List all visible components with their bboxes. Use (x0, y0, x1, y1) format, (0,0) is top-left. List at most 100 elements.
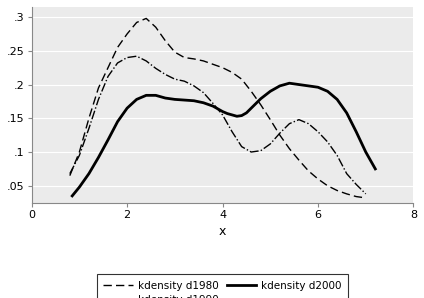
kdensity d1980 (248, 89, 254, 93)
kdensity d2000 (239, 114, 244, 117)
Line: kdensity d2000: kdensity d2000 (72, 83, 375, 196)
kdensity d1990 (344, 172, 349, 176)
kdensity d1990 (153, 66, 158, 70)
kdensity d1980 (325, 184, 330, 187)
kdensity d1990 (354, 183, 359, 186)
kdensity d1990 (296, 118, 301, 121)
kdensity d2000 (153, 94, 158, 97)
kdensity d1990 (115, 61, 120, 65)
kdensity d2000 (70, 194, 75, 198)
kdensity d2000 (96, 156, 101, 159)
kdensity d1980 (96, 86, 101, 90)
kdensity d2000 (268, 89, 273, 93)
kdensity d2000 (172, 98, 177, 101)
kdensity d1980 (182, 56, 187, 59)
kdensity d2000 (163, 96, 168, 100)
kdensity d2000 (191, 99, 196, 103)
kdensity d1980 (86, 117, 92, 120)
kdensity d1980 (115, 46, 120, 49)
kdensity d2000 (248, 106, 254, 110)
kdensity d1980 (67, 174, 73, 177)
kdensity d1980 (363, 196, 368, 200)
kdensity d2000 (315, 86, 321, 89)
kdensity d1980 (335, 189, 340, 192)
kdensity d1980 (239, 77, 244, 81)
kdensity d2000 (134, 98, 139, 101)
kdensity d1980 (163, 39, 168, 43)
kdensity d1990 (248, 150, 254, 154)
Line: kdensity d1980: kdensity d1980 (70, 18, 366, 198)
kdensity d2000 (106, 138, 111, 142)
kdensity d2000 (306, 84, 311, 88)
kdensity d1980 (210, 63, 215, 66)
kdensity d1980 (296, 158, 301, 162)
kdensity d2000 (354, 130, 359, 134)
kdensity d1980 (106, 66, 111, 69)
kdensity d1980 (315, 177, 321, 181)
kdensity d1990 (86, 127, 92, 130)
kdensity d1980 (125, 32, 130, 36)
kdensity d2000 (234, 114, 240, 118)
kdensity d2000 (344, 111, 349, 115)
kdensity d2000 (244, 111, 249, 115)
kdensity d1990 (67, 172, 73, 176)
kdensity d1990 (191, 84, 196, 88)
kdensity d1980 (229, 71, 234, 74)
kdensity d1980 (344, 192, 349, 196)
kdensity d1990 (363, 192, 368, 196)
kdensity d1990 (220, 113, 225, 117)
kdensity d1980 (172, 50, 177, 54)
kdensity d2000 (296, 83, 301, 86)
kdensity d1980 (191, 57, 196, 61)
kdensity d1990 (201, 91, 206, 94)
kdensity d1980 (201, 59, 206, 63)
kdensity d2000 (220, 110, 225, 113)
kdensity d1980 (306, 169, 311, 173)
kdensity d2000 (363, 150, 368, 154)
kdensity d1990 (172, 77, 177, 81)
kdensity d1990 (96, 98, 101, 101)
kdensity d1990 (277, 131, 282, 135)
kdensity d2000 (258, 97, 263, 100)
kdensity d1990 (239, 145, 244, 148)
Legend: kdensity d1980, kdensity d1990, kdensity d2000: kdensity d1980, kdensity d1990, kdensity… (97, 274, 348, 298)
kdensity d2000 (287, 81, 292, 85)
kdensity d2000 (373, 167, 378, 171)
kdensity d1990 (163, 73, 168, 76)
kdensity d2000 (182, 98, 187, 102)
kdensity d1990 (144, 59, 149, 63)
kdensity d2000 (254, 102, 259, 105)
kdensity d1990 (106, 75, 111, 78)
kdensity d1990 (325, 140, 330, 144)
kdensity d2000 (335, 98, 340, 101)
kdensity d2000 (144, 94, 149, 97)
kdensity d1990 (258, 149, 263, 153)
kdensity d2000 (229, 113, 234, 117)
kdensity d2000 (125, 106, 130, 110)
kdensity d1980 (287, 147, 292, 150)
kdensity d1990 (77, 153, 82, 157)
kdensity d1990 (306, 122, 311, 125)
kdensity d2000 (210, 104, 215, 108)
kdensity d1990 (210, 102, 215, 105)
kdensity d1980 (134, 21, 139, 24)
kdensity d1980 (144, 17, 149, 20)
kdensity d1990 (315, 130, 321, 134)
kdensity d1990 (268, 142, 273, 146)
kdensity d1980 (77, 150, 82, 154)
kdensity d2000 (115, 120, 120, 123)
kdensity d2000 (225, 112, 230, 115)
kdensity d1990 (335, 153, 340, 157)
kdensity d1990 (287, 122, 292, 125)
kdensity d1980 (258, 103, 263, 107)
kdensity d1980 (220, 66, 225, 69)
kdensity d1980 (354, 195, 359, 198)
kdensity d1980 (277, 134, 282, 137)
kdensity d2000 (201, 101, 206, 105)
Line: kdensity d1990: kdensity d1990 (70, 56, 366, 194)
kdensity d1990 (229, 130, 234, 134)
kdensity d1980 (153, 25, 158, 29)
kdensity d1990 (182, 79, 187, 83)
kdensity d2000 (277, 84, 282, 88)
kdensity d2000 (86, 172, 92, 176)
